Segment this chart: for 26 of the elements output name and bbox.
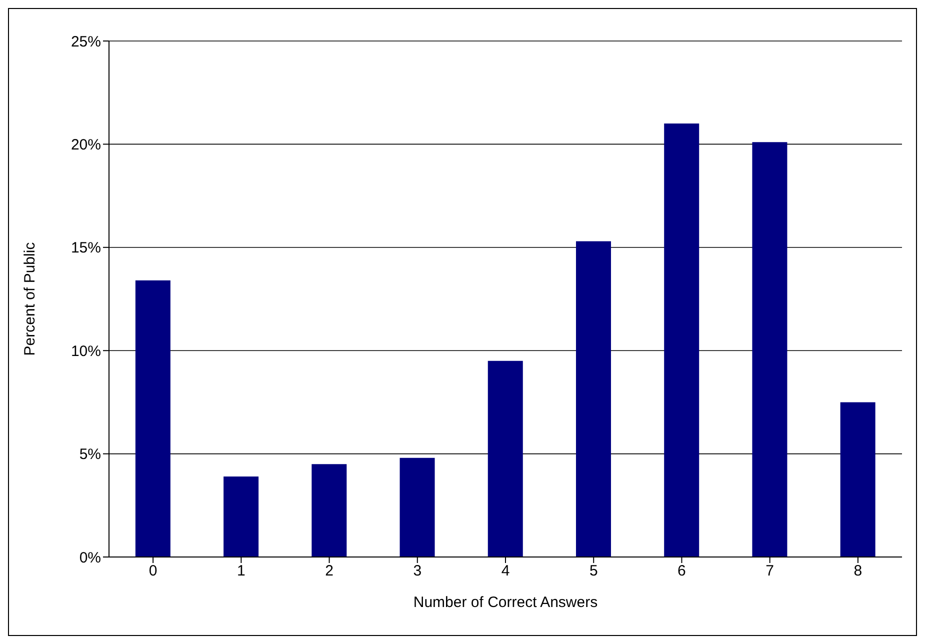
y-tick-label: 0% xyxy=(79,549,101,566)
bar xyxy=(135,280,170,557)
bar xyxy=(840,402,876,557)
x-tick-label: 1 xyxy=(236,562,246,580)
x-tick-label: 7 xyxy=(766,562,774,580)
x-tick-label: 3 xyxy=(413,562,422,580)
x-tick-label: 5 xyxy=(589,562,598,580)
y-tick-label: 20% xyxy=(70,136,101,154)
bar xyxy=(224,476,259,557)
y-tick-label: 5% xyxy=(79,446,101,464)
x-tick-label: 2 xyxy=(325,562,334,580)
x-tick-label: 8 xyxy=(854,562,862,580)
y-tick-label: 15% xyxy=(70,240,101,257)
x-axis-title: Number of Correct Answers xyxy=(413,594,598,611)
bar xyxy=(488,360,523,557)
y-tick-label: 25% xyxy=(70,33,101,50)
x-tick-label: 4 xyxy=(501,562,510,580)
y-tick-label: 10% xyxy=(70,342,101,360)
x-tick-label: 0 xyxy=(148,562,158,580)
y-axis-title: Percent of Public xyxy=(21,242,38,356)
x-tick-label: 6 xyxy=(678,562,686,580)
bar xyxy=(400,458,435,557)
bar xyxy=(576,241,611,557)
bar xyxy=(312,464,347,557)
bar xyxy=(752,142,788,557)
bar xyxy=(664,124,700,557)
